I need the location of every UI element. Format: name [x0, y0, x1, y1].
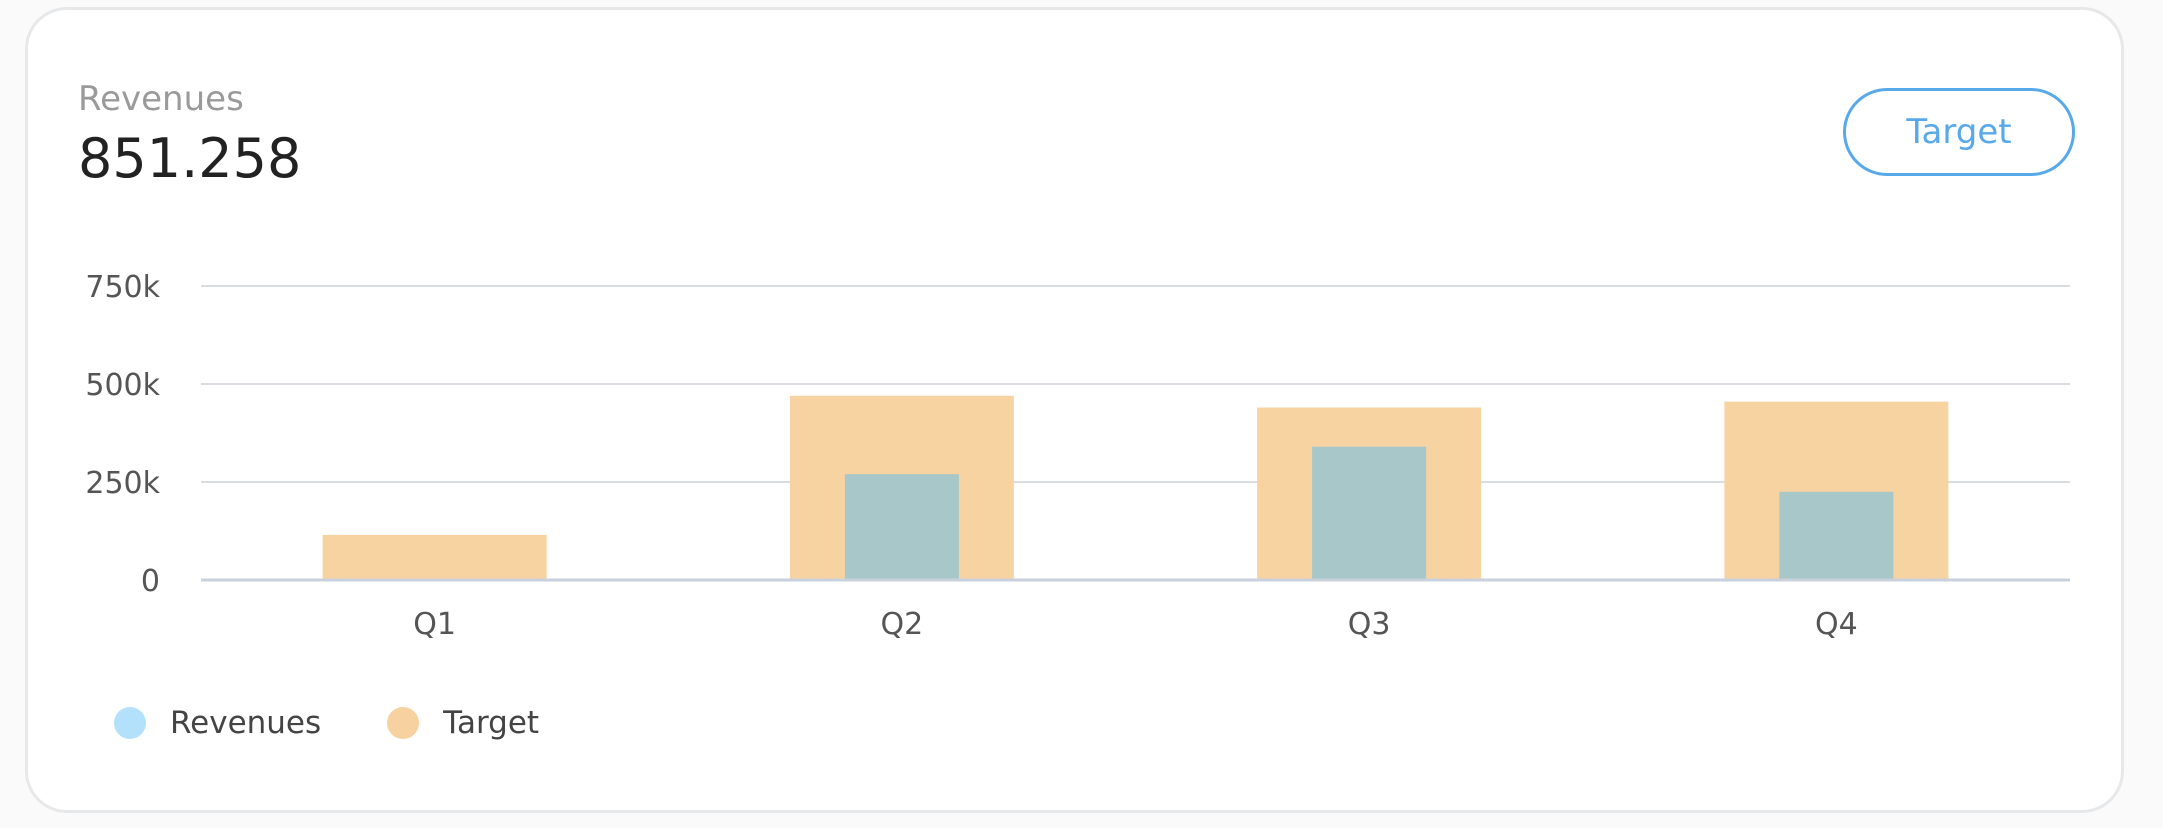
- legend-dot-target: [387, 707, 420, 739]
- legend-label-revenues: Revenues: [170, 705, 322, 741]
- revenues-card: Revenues 851.258 Target 0 250k 500k 750k Q1 Q…: [25, 7, 2124, 813]
- y-tick-label: 750k: [85, 270, 160, 305]
- kpi-label: Revenues: [78, 79, 244, 119]
- tick-labels: 0 250k 500k 750k Q1 Q2 Q3 Q4: [85, 270, 1857, 642]
- y-tick-label: 250k: [85, 466, 160, 501]
- legend-item-revenues: Revenues: [114, 705, 321, 741]
- bar-revenues-q4: [1779, 491, 1894, 580]
- bar-target-q1: [322, 534, 547, 580]
- bar-revenues-q2: [844, 474, 959, 580]
- x-tick-label: Q1: [413, 607, 456, 642]
- target-button[interactable]: Target: [1843, 88, 2075, 176]
- legend-label-target: Target: [443, 705, 540, 741]
- legend-item-target: Target: [387, 705, 539, 741]
- kpi-value: 851.258: [78, 127, 302, 190]
- chart-legend: Revenues Target: [114, 705, 605, 741]
- x-tick-label: Q4: [1815, 607, 1858, 642]
- bar-revenues-q3: [1312, 446, 1427, 580]
- bars: [322, 395, 1949, 580]
- x-tick-label: Q3: [1348, 607, 1391, 642]
- y-tick-label: 0: [141, 564, 160, 599]
- legend-dot-revenues: [114, 707, 146, 739]
- x-tick-label: Q2: [881, 607, 924, 642]
- y-tick-label: 500k: [85, 368, 160, 403]
- revenue-target-chart: 0 250k 500k 750k Q1 Q2 Q3 Q4: [85, 270, 2070, 642]
